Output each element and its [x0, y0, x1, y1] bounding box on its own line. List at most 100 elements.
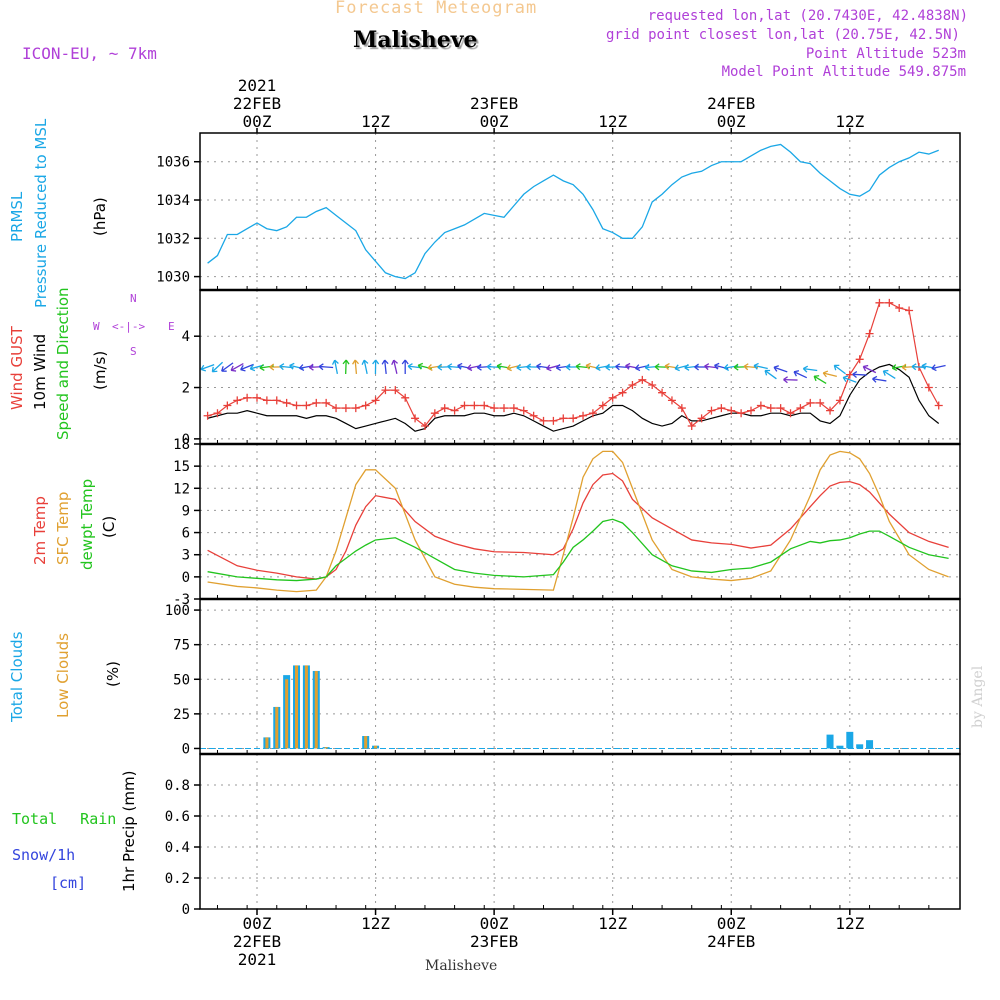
wind-gust-marker — [875, 298, 884, 307]
temp-label-sfc: SFC Temp — [54, 491, 72, 565]
bottom-time-label: 12Z — [598, 914, 627, 933]
wind-direction-arrow — [714, 362, 729, 370]
wind-direction-arrow — [240, 363, 254, 372]
wind-direction-arrow — [793, 370, 808, 379]
requested-coords: requested lon,lat (20.7430E, 42.4838N) — [647, 8, 968, 24]
wind-gust-marker — [480, 401, 489, 410]
wind-direction-arrow — [381, 359, 389, 375]
wind-direction-arrow — [753, 362, 768, 370]
panel-frame — [199, 443, 961, 600]
wind-gust-marker — [638, 375, 647, 384]
wind-gust-marker — [598, 401, 607, 410]
wind-gust-marker — [450, 406, 459, 415]
wind-direction-arrow — [842, 375, 857, 383]
bottom-time-label: 12Z — [835, 914, 864, 933]
precip-label-rain: Total Rain — [12, 810, 117, 828]
y-tick-label: 4 — [182, 329, 190, 345]
y-tick-label: 2 — [182, 381, 190, 397]
wind-direction-arrow — [585, 362, 600, 370]
wind-direction-arrow — [852, 371, 867, 379]
wind-gust-marker — [243, 393, 252, 402]
top-time-label: 12Z — [361, 112, 390, 131]
bottom-time-label: 22FEB — [233, 932, 281, 951]
y-tick-label: 0 — [182, 741, 190, 757]
wind-direction-arrow — [764, 369, 777, 380]
footer-location: Malisheve — [425, 958, 498, 974]
wind-direction-arrow — [331, 359, 339, 374]
compass-arrows: <-|-> — [112, 320, 146, 333]
bottom-time-label: 00Z — [243, 914, 272, 933]
wind-label-10m: 10m Wind — [31, 333, 49, 410]
wind-label-gust: Wind GUST — [8, 326, 26, 410]
y-tick-label: 1032 — [156, 231, 190, 247]
compass-west: W — [93, 320, 100, 333]
wind-label-speed-dir: Speed and Direction — [54, 287, 72, 440]
wind-direction-arrow — [211, 361, 224, 373]
wind-direction-arrow — [401, 359, 409, 374]
wind-direction-arrow — [931, 364, 946, 372]
wind-gust-marker — [302, 401, 311, 410]
top-time-label: 23FEB — [470, 94, 518, 113]
wind-gust-marker — [885, 298, 894, 307]
wind-gust-marker — [470, 401, 479, 410]
wind-gust-marker — [816, 398, 825, 407]
wind-gust-marker — [707, 406, 716, 415]
wind-gust-marker — [371, 396, 380, 405]
wind-gust-marker — [292, 401, 301, 410]
clouds-unit: (%) — [104, 661, 122, 687]
wind-gust-marker — [262, 396, 271, 405]
wind-direction-arrow — [872, 375, 887, 383]
y-tick-label: 75 — [173, 638, 190, 654]
wind-gust-line — [207, 302, 940, 427]
wind-gust-marker — [213, 409, 222, 418]
wind-gust-marker — [500, 404, 508, 413]
wind-gust-marker — [569, 414, 578, 423]
wind-gust-marker — [440, 404, 449, 413]
wind-gust-marker — [391, 386, 400, 395]
wind-direction-arrow — [289, 362, 304, 370]
panel-frame — [199, 132, 961, 291]
wind-gust-marker — [667, 396, 676, 405]
pressure-line — [207, 143, 939, 280]
wind-gust-marker — [895, 303, 904, 312]
model-point-altitude: Model Point Altitude 549.875m — [721, 64, 966, 80]
bottom-time-label: 00Z — [717, 914, 746, 933]
y-tick-label: 0 — [182, 902, 190, 918]
wind-gust-marker — [628, 380, 637, 389]
wind-gust-marker — [608, 393, 617, 402]
top-time-label: 00Z — [480, 112, 509, 131]
wind-gust-marker — [905, 306, 914, 315]
wind-direction-arrow — [773, 365, 788, 373]
pressure-label-prmsl: PRMSL — [8, 191, 26, 242]
bottom-time-label: 2021 — [238, 950, 277, 969]
y-tick-label: 0 — [182, 432, 190, 448]
location-title: Malisheve — [353, 27, 478, 53]
wind-gust-marker — [835, 396, 844, 405]
low-clouds-bar — [295, 665, 299, 749]
wind-gust-marker — [460, 401, 469, 410]
wind-gust-marker — [411, 414, 420, 423]
wind-gust-marker — [796, 404, 805, 413]
y-tick-label: 1036 — [156, 155, 190, 171]
wind-direction-arrow — [200, 363, 215, 372]
bottom-time-label: 24FEB — [707, 932, 755, 951]
clouds-label-low: Low Clouds — [54, 633, 72, 718]
y-tick-label: 6 — [182, 526, 190, 542]
temp-sfc-line — [207, 450, 949, 593]
wind-gust-marker — [865, 329, 874, 338]
wind-gust-marker — [766, 404, 775, 413]
wind-gust-marker — [253, 393, 261, 402]
y-tick-label: 100 — [165, 603, 190, 619]
wind-direction-arrow — [882, 369, 896, 379]
wind-direction-arrow — [802, 365, 818, 373]
wind-direction-arrow — [361, 359, 369, 374]
total-clouds-bar — [846, 731, 854, 749]
y-tick-label: 18 — [173, 437, 190, 453]
wind-direction-arrow — [822, 370, 837, 378]
bottom-time-label: 12Z — [361, 914, 390, 933]
precip-ylabel: 1hr Precip (mm) — [120, 770, 138, 892]
y-tick-label: 0 — [182, 570, 190, 586]
y-tick-label: 1034 — [156, 193, 190, 209]
wind-gust-marker — [381, 386, 390, 395]
